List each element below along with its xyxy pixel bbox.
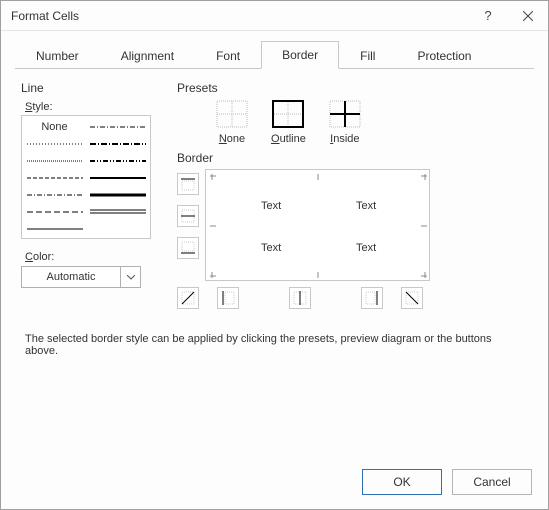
preview-text-tr: Text: [356, 200, 376, 212]
tab-fill[interactable]: Fill: [339, 42, 396, 69]
preset-outline[interactable]: Outline: [271, 99, 306, 145]
help-button[interactable]: ?: [468, 1, 508, 31]
help-note: The selected border style can be applied…: [25, 333, 524, 357]
tab-border[interactable]: Border: [261, 41, 339, 69]
color-label: Color:: [25, 251, 161, 263]
style-opt-12[interactable]: [25, 220, 84, 237]
border-preview[interactable]: Text Text Text Text: [205, 169, 430, 281]
dialog-title: Format Cells: [11, 9, 468, 23]
preset-outline-icon: [271, 99, 305, 129]
close-icon: [523, 11, 533, 21]
style-opt-11[interactable]: [88, 203, 147, 220]
color-select[interactable]: Automatic: [21, 266, 141, 288]
border-top-button[interactable]: [177, 173, 199, 195]
tabs: Number Alignment Font Border Fill Protec…: [1, 31, 548, 69]
border-right-button[interactable]: [361, 287, 383, 309]
cancel-button[interactable]: Cancel: [452, 469, 532, 495]
preview-text-tl: Text: [261, 200, 281, 212]
border-hmid-button[interactable]: [177, 205, 199, 227]
border-diag-up-button[interactable]: [177, 287, 199, 309]
preset-none-icon: [215, 99, 249, 129]
preset-inside-label: Inside: [330, 133, 359, 145]
tab-content: Line Style: None Color:: [1, 69, 548, 451]
footer: OK Cancel: [1, 451, 548, 509]
border-bottom-button[interactable]: [177, 237, 199, 259]
style-none[interactable]: None: [41, 121, 67, 133]
border-vmid-button[interactable]: [289, 287, 311, 309]
color-value: Automatic: [22, 271, 120, 283]
style-opt-4[interactable]: [25, 152, 84, 169]
tab-alignment[interactable]: Alignment: [100, 42, 195, 69]
line-group-label: Line: [21, 81, 161, 95]
tab-protection[interactable]: Protection: [396, 42, 492, 69]
titlebar: Format Cells ?: [1, 1, 548, 31]
style-opt-2[interactable]: [25, 135, 84, 152]
line-group: Line Style: None Color:: [21, 81, 161, 309]
ok-button[interactable]: OK: [362, 469, 442, 495]
presets-group-label: Presets: [177, 81, 528, 95]
border-diag-down-button[interactable]: [401, 287, 423, 309]
tab-number[interactable]: Number: [15, 42, 100, 69]
format-cells-dialog: Format Cells ? Number Alignment Font Bor…: [0, 0, 549, 510]
preset-none[interactable]: None: [215, 99, 249, 145]
style-opt-1[interactable]: [88, 118, 147, 135]
style-opt-7[interactable]: [88, 169, 147, 186]
style-opt-3[interactable]: [88, 135, 147, 152]
presets-row: None Outline: [215, 99, 528, 145]
border-group-label: Border: [177, 151, 528, 165]
style-opt-8[interactable]: [25, 186, 84, 203]
style-opt-6[interactable]: [25, 169, 84, 186]
preset-none-label: None: [219, 133, 245, 145]
preset-inside-icon: [328, 99, 362, 129]
style-opt-5[interactable]: [88, 152, 147, 169]
preview-text-bl: Text: [261, 242, 281, 254]
preset-inside[interactable]: Inside: [328, 99, 362, 145]
style-opt-9[interactable]: [88, 186, 147, 203]
tab-font[interactable]: Font: [195, 42, 261, 69]
style-label: Style:: [25, 101, 161, 113]
preview-text-br: Text: [356, 242, 376, 254]
close-button[interactable]: [508, 1, 548, 31]
style-list[interactable]: None: [21, 115, 151, 239]
preset-outline-label: Outline: [271, 133, 306, 145]
border-left-button[interactable]: [217, 287, 239, 309]
preview-marks-icon: [206, 170, 431, 282]
chevron-down-icon: [120, 267, 140, 287]
style-opt-10[interactable]: [25, 203, 84, 220]
